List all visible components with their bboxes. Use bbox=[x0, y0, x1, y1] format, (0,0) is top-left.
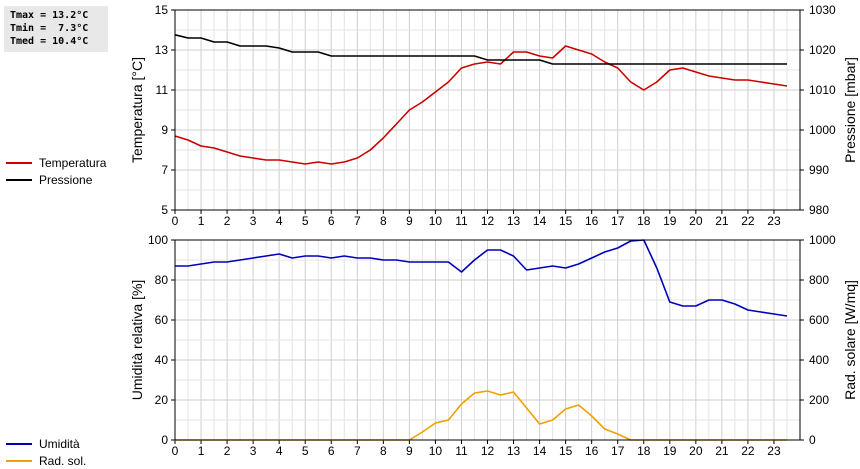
x-tick-label: 8 bbox=[380, 214, 387, 228]
y2-tick-label: 400 bbox=[809, 353, 829, 367]
x-tick-label: 3 bbox=[250, 214, 257, 228]
legend-item-pressione: Pressione bbox=[6, 171, 106, 188]
x-tick-label: 4 bbox=[276, 214, 283, 228]
y-tick-label: 7 bbox=[161, 163, 168, 177]
y-tick-label: 9 bbox=[161, 123, 168, 137]
x-tick-label: 17 bbox=[611, 214, 625, 228]
y2-tick-label: 600 bbox=[809, 313, 829, 327]
chart-0: 0 1 2 3 4 5 6 7 8 9 10 11 12 13 14 15 16 17 18 19 20 21 22 2357… bbox=[129, 3, 858, 228]
x-tick-label: 11 bbox=[455, 444, 468, 458]
x-tick-label: 8 bbox=[380, 444, 387, 458]
series-line-pressione bbox=[174, 34, 787, 65]
y2-tick-label: 990 bbox=[809, 163, 829, 177]
y-tick-label: 60 bbox=[155, 313, 169, 327]
x-tick-label: 12 bbox=[481, 214, 495, 228]
y-tick-label: 40 bbox=[155, 353, 169, 367]
y-tick-label: 13 bbox=[155, 43, 169, 57]
y2-tick-label: 1020 bbox=[809, 43, 836, 57]
x-tick-label: 22 bbox=[741, 214, 755, 228]
x-tick-label: 9 bbox=[406, 214, 413, 228]
x-tick-label: 21 bbox=[715, 444, 729, 458]
legend-top: Temperatura Pressione bbox=[6, 154, 106, 188]
y-tick-label: 11 bbox=[156, 83, 169, 97]
x-tick-label: 16 bbox=[585, 444, 599, 458]
x-tick-label: 10 bbox=[429, 214, 443, 228]
legend-item-temperatura: Temperatura bbox=[6, 154, 106, 171]
x-tick-label: 23 bbox=[767, 214, 781, 228]
y2-tick-label: 800 bbox=[809, 273, 829, 287]
legend-swatch-temperatura bbox=[6, 161, 32, 164]
y2-axis-title: Pressione [mbar] bbox=[842, 57, 858, 163]
x-tick-label: 14 bbox=[533, 444, 547, 458]
y-tick-label: 20 bbox=[155, 393, 169, 407]
y-tick-label: 100 bbox=[148, 233, 168, 247]
x-tick-label: 6 bbox=[328, 444, 335, 458]
x-tick-label: 18 bbox=[637, 444, 651, 458]
x-tick-label: 0 bbox=[172, 444, 179, 458]
x-tick-label: 11 bbox=[455, 214, 468, 228]
x-tick-label: 3 bbox=[250, 444, 257, 458]
x-tick-label: 5 bbox=[302, 214, 309, 228]
stats-box: Tmax = 13.2°C Tmin = 7.3°C Tmed = 10.4°C bbox=[4, 6, 108, 52]
x-tick-label: 13 bbox=[507, 214, 521, 228]
legend-label-umidita: Umidità bbox=[39, 436, 80, 451]
plot-frame bbox=[174, 9, 801, 211]
x-tick-label: 21 bbox=[715, 214, 729, 228]
x-tick-label: 0 bbox=[172, 214, 179, 228]
y2-tick-label: 1030 bbox=[809, 3, 836, 17]
chart-1: 0 1 2 3 4 5 6 7 8 9 10 11 12 13 14 15 16 17 18 19 20 21 22 2302… bbox=[129, 233, 858, 458]
x-tick-label: 2 bbox=[224, 444, 231, 458]
y2-tick-label: 980 bbox=[809, 203, 829, 217]
y-tick-label: 80 bbox=[155, 273, 169, 287]
x-tick-label: 19 bbox=[663, 214, 677, 228]
legend-swatch-pressione bbox=[6, 178, 32, 181]
x-tick-label: 1 bbox=[198, 444, 205, 458]
x-tick-label: 17 bbox=[611, 444, 625, 458]
x-tick-label: 13 bbox=[507, 444, 521, 458]
x-tick-label: 6 bbox=[328, 214, 335, 228]
y-tick-label: 0 bbox=[161, 433, 168, 447]
y2-tick-label: 1000 bbox=[809, 123, 836, 137]
plot-frame bbox=[174, 239, 801, 441]
y2-tick-label: 0 bbox=[809, 433, 816, 447]
legend-label-pressione: Pressione bbox=[39, 172, 93, 187]
legend-swatch-umidita bbox=[6, 442, 32, 445]
x-tick-label: 15 bbox=[559, 214, 573, 228]
tmax-text: Tmax = 13.2°C bbox=[10, 10, 89, 21]
y-axis-title: Temperatura [°C] bbox=[129, 57, 145, 163]
tmin-text: Tmin = 7.3°C bbox=[10, 23, 89, 34]
series-line-temperatura bbox=[174, 45, 788, 165]
x-tick-label: 7 bbox=[354, 214, 361, 228]
series-line-umidit bbox=[175, 239, 788, 317]
x-tick-label: 19 bbox=[663, 444, 677, 458]
y2-tick-label: 1010 bbox=[809, 83, 836, 97]
x-tick-label: 14 bbox=[533, 214, 547, 228]
x-tick-label: 4 bbox=[276, 444, 283, 458]
x-tick-label: 7 bbox=[354, 444, 361, 458]
x-tick-label: 20 bbox=[689, 444, 703, 458]
y-axis-title: Umidità relativa [%] bbox=[129, 280, 145, 401]
x-tick-label: 18 bbox=[637, 214, 651, 228]
x-tick-label: 15 bbox=[559, 444, 573, 458]
x-tick-label: 1 bbox=[198, 214, 205, 228]
y-tick-label: 15 bbox=[155, 3, 169, 17]
y2-axis-title: Rad. solare [W/mq] bbox=[842, 280, 858, 400]
y2-tick-label: 200 bbox=[809, 393, 829, 407]
tmed-text: Tmed = 10.4°C bbox=[10, 36, 89, 47]
legend-item-umidita: Umidità bbox=[6, 435, 86, 452]
y2-tick-label: 1000 bbox=[809, 233, 836, 247]
x-tick-label: 20 bbox=[689, 214, 703, 228]
x-tick-label: 10 bbox=[429, 444, 443, 458]
x-tick-label: 22 bbox=[741, 444, 755, 458]
x-tick-label: 2 bbox=[224, 214, 231, 228]
y-tick-label: 5 bbox=[161, 203, 168, 217]
x-tick-label: 23 bbox=[767, 444, 781, 458]
legend-label-temperatura: Temperatura bbox=[39, 155, 107, 170]
x-tick-label: 16 bbox=[585, 214, 599, 228]
x-tick-label: 9 bbox=[406, 444, 413, 458]
x-tick-label: 5 bbox=[302, 444, 309, 458]
x-tick-label: 12 bbox=[481, 444, 495, 458]
